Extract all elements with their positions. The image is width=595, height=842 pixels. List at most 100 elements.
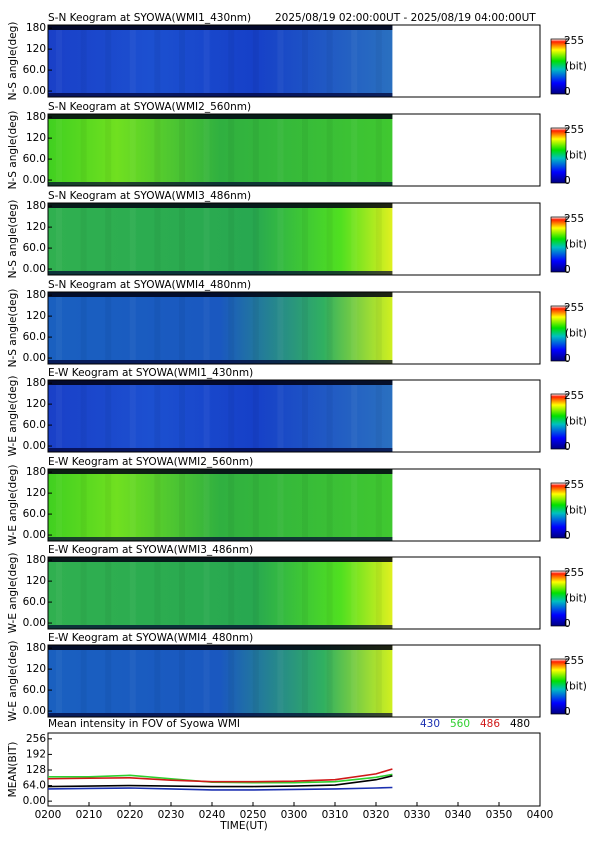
x-tick-label: 0340: [445, 809, 472, 821]
y-axis-label: N-S angle(deg): [7, 289, 19, 368]
keogram-stripe: [351, 30, 358, 93]
y-tick-label: 0.00: [23, 85, 46, 97]
keogram-stripe: [351, 385, 358, 448]
colorbar-tick-label: 255: [564, 479, 584, 491]
keogram-stripe: [302, 385, 308, 448]
panel-title: E-W Keogram at SYOWA(WMI3_486nm): [48, 544, 253, 556]
keogram-stripe: [154, 385, 161, 448]
y-axis-label: N-S angle(deg): [7, 200, 19, 279]
keogram-image: [48, 469, 393, 541]
keogram-stripe: [179, 650, 185, 713]
y-tick-label: 0.00: [23, 795, 46, 807]
y-tick-label: 120: [26, 43, 46, 55]
keogram-stripe: [375, 562, 382, 625]
keogram-stripe: [80, 650, 87, 713]
x-tick-label: 0230: [158, 809, 185, 821]
plot-frame: [47, 379, 541, 453]
keogram-stripe: [105, 119, 112, 182]
keogram-image: [48, 292, 393, 364]
keogram-stripe: [375, 385, 382, 448]
plot-frame: [47, 732, 541, 807]
keogram-edge: [48, 114, 393, 119]
keogram-stripe: [326, 30, 333, 93]
plot-frame: [47, 291, 541, 365]
y-tick-label: 120: [26, 310, 46, 322]
x-tick-label: 0300: [281, 809, 308, 821]
keogram-stripe: [302, 208, 308, 271]
keogram-stripe: [56, 297, 62, 360]
keogram-image: [48, 114, 393, 186]
keogram-stripe: [252, 208, 259, 271]
keogram-stripe: [179, 30, 185, 93]
keogram-edge: [48, 625, 393, 629]
keogram-stripe: [129, 119, 136, 182]
colorbar: [550, 570, 567, 627]
keogram-stripe: [252, 474, 259, 537]
y-axis-label: W-E angle(deg): [7, 465, 19, 546]
keogram-edge: [48, 713, 393, 717]
keogram-stripe: [351, 208, 358, 271]
keogram-stripe: [351, 119, 358, 182]
colorbar: [550, 305, 567, 362]
keogram-stripe: [56, 474, 62, 537]
keogram-stripe: [351, 297, 358, 360]
keogram-stripe: [326, 208, 333, 271]
plot-frame: [47, 24, 541, 98]
colorbar-tick-label: 255: [564, 302, 584, 314]
y-tick-label: 60.0: [23, 684, 46, 696]
keogram-stripe: [252, 30, 259, 93]
colorbar-tick-label: 0: [564, 530, 571, 542]
keogram-stripe: [277, 385, 284, 448]
x-axis-label: TIME(UT): [219, 820, 268, 832]
y-tick-label: 180: [26, 377, 46, 389]
keogram-stripe: [252, 562, 259, 625]
keogram-stripe: [129, 30, 136, 93]
colorbar-label: (bit): [565, 505, 587, 517]
keogram-stripe: [179, 562, 185, 625]
colorbar-tick-label: 0: [564, 618, 571, 630]
y-tick-label: 0.00: [23, 529, 46, 541]
keogram-stripe: [203, 562, 210, 625]
keogram-stripe: [105, 30, 112, 93]
y-axis-label: W-E angle(deg): [7, 553, 19, 634]
panel-title: S-N Keogram at SYOWA(WMI2_560nm): [48, 101, 251, 113]
y-tick-label: 128: [26, 764, 46, 776]
keogram-stripe: [154, 650, 161, 713]
y-axis-label: MEAN(BIT): [7, 742, 19, 798]
keogram-edge: [48, 93, 393, 97]
series-line: [47, 775, 393, 788]
keogram-edge: [48, 557, 393, 562]
keogram-edge: [48, 537, 393, 541]
colorbar: [550, 216, 567, 273]
y-tick-label: 60.0: [23, 64, 46, 76]
panel-title: S-N Keogram at SYOWA(WMI1_430nm): [48, 12, 251, 24]
y-tick-label: 60.0: [23, 596, 46, 608]
keogram-stripe: [375, 650, 382, 713]
colorbar-label: (bit): [565, 593, 587, 605]
keogram-stripe: [179, 474, 185, 537]
panel-title: Mean intensity in FOV of Syowa WMI: [48, 718, 240, 730]
keogram-image: [48, 645, 393, 717]
x-tick-label: 0400: [527, 809, 554, 821]
keogram-stripe: [302, 30, 308, 93]
keogram-edge: [48, 271, 393, 275]
y-tick-label: 256: [26, 733, 46, 745]
keogram-edge: [48, 203, 393, 208]
keogram-stripe: [277, 30, 284, 93]
colorbar-tick-label: 0: [564, 441, 571, 453]
keogram-stripe: [375, 208, 382, 271]
keogram-stripe: [129, 297, 136, 360]
keogram-stripe: [326, 650, 333, 713]
plot-frame: [47, 556, 541, 630]
plot-frame: [47, 202, 541, 276]
panel-title: E-W Keogram at SYOWA(WMI2_560nm): [48, 456, 253, 468]
keogram-stripe: [277, 650, 284, 713]
keogram-stripe: [80, 474, 87, 537]
y-tick-label: 60.0: [23, 419, 46, 431]
keogram-stripe: [179, 297, 185, 360]
keogram-stripe: [56, 119, 62, 182]
keogram-edge: [48, 182, 393, 186]
y-tick-label: 64.0: [23, 780, 46, 792]
keogram-stripe: [228, 385, 235, 448]
keogram-edge: [48, 25, 393, 30]
